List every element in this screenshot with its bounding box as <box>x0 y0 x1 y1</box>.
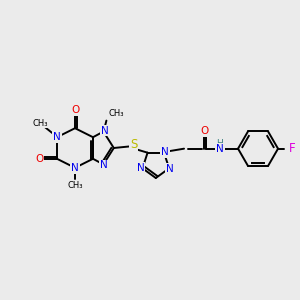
Text: S: S <box>130 139 137 152</box>
Text: N: N <box>100 160 107 170</box>
Text: O: O <box>200 126 208 136</box>
Text: N: N <box>166 164 174 174</box>
Text: O: O <box>35 154 43 164</box>
Text: H: H <box>216 139 222 148</box>
Text: F: F <box>289 142 296 155</box>
Text: N: N <box>216 144 224 154</box>
Text: CH₃: CH₃ <box>32 119 48 128</box>
Text: N: N <box>136 163 144 173</box>
Text: N: N <box>71 163 79 173</box>
Text: CH₃: CH₃ <box>67 181 83 190</box>
Text: CH₃: CH₃ <box>108 109 124 118</box>
Text: N: N <box>100 126 108 136</box>
Text: O: O <box>71 105 79 115</box>
Text: N: N <box>53 132 61 142</box>
Text: N: N <box>161 147 169 157</box>
